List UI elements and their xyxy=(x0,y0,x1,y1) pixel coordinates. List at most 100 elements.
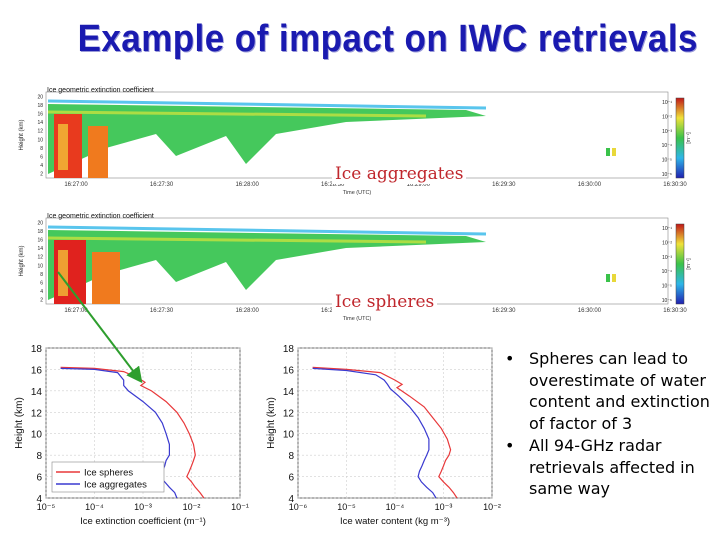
iwc-profile-chart: 4 6 8 10 12 14 16 18 10⁻⁶ 10⁻⁵ 10⁻⁴ 10⁻³ 10⁻² Height … xyxy=(266,344,501,527)
legend-label: Ice aggregates xyxy=(84,480,147,491)
slide-title: Example of impact on IWC retrievals xyxy=(77,18,698,60)
colorbar-tick-label: 10⁻¹ xyxy=(662,226,672,232)
x-tick-label: 10⁻³ xyxy=(435,502,453,512)
colorbar-tick-label: 10⁻¹ xyxy=(662,100,672,106)
y-tick-label: 18 xyxy=(283,344,295,355)
height-tick-label: 8 xyxy=(40,272,43,278)
height-tick-label: 6 xyxy=(40,281,43,287)
height-tick-label: 4 xyxy=(40,163,43,169)
y-axis-label: Height (km) xyxy=(19,119,25,150)
height-tick-label: 6 xyxy=(40,155,43,161)
cloud-cell xyxy=(612,274,616,282)
x-axis-label: Time (UTC) xyxy=(343,316,372,322)
y-tick-label: 10 xyxy=(31,430,43,441)
y-tick-label: 8 xyxy=(288,451,294,462)
extinction-panel-aggregates: 2 4 6 8 10 12 14 16 18 20 Height (km) 16:27:00 16:27… xyxy=(14,84,704,202)
y-tick-label: 8 xyxy=(36,451,42,462)
time-tick-label: 16:28:00 xyxy=(235,182,259,188)
legend-box xyxy=(51,461,165,493)
y-axis-label: Height (km) xyxy=(266,397,277,449)
cloud-layer xyxy=(48,230,486,300)
height-tick-label: 4 xyxy=(40,289,43,295)
legend-label: Ice spheres xyxy=(84,468,133,479)
colorbar-tick-label: 10⁻⁶ xyxy=(662,298,672,304)
y-tick-label: 16 xyxy=(283,365,295,376)
height-tick-label: 10 xyxy=(37,263,43,269)
time-tick-label: 16:30:30 xyxy=(663,182,687,188)
cloud-core xyxy=(47,110,427,118)
colorbar-tick-label: 10⁻² xyxy=(662,240,672,246)
colorbar-tick-label: 10⁻⁴ xyxy=(662,269,672,275)
cloud-layer xyxy=(48,104,486,174)
time-tick-label: 16:29:30 xyxy=(492,308,516,314)
x-tick-label: 10⁻⁴ xyxy=(386,502,405,512)
precip-core xyxy=(58,250,68,296)
height-tick-label: 16 xyxy=(37,112,43,118)
time-tick-label: 16:28:00 xyxy=(235,308,259,314)
bullet-dot-icon: • xyxy=(505,349,515,368)
x-axis-label: Time (UTC) xyxy=(343,190,372,196)
x-tick-label: 10⁻³ xyxy=(134,502,152,512)
colorbar-tick-label: 10⁻⁵ xyxy=(662,158,672,164)
y-tick-label: 4 xyxy=(36,494,42,505)
y-tick-label: 14 xyxy=(283,387,295,398)
colorbar-tick-label: 10⁻⁶ xyxy=(662,172,672,178)
panel-caption: Ice geometric extinction coefficient xyxy=(47,213,154,220)
time-tick-label: 16:29:00 xyxy=(407,182,431,188)
y-tick-label: 10 xyxy=(283,430,295,441)
cloud-cell xyxy=(612,148,616,156)
y-tick-label: 16 xyxy=(31,365,43,376)
time-tick-label: 16:27:00 xyxy=(64,182,88,188)
height-tick-label: 2 xyxy=(40,298,43,304)
y-tick-label: 12 xyxy=(31,408,43,419)
bullet-item: • All 94-GHz radar retrievals affected in… xyxy=(505,435,715,500)
precip-column xyxy=(92,252,120,304)
colorbar-tick-label: 10⁻³ xyxy=(662,129,672,135)
x-tick-label: 10⁻⁶ xyxy=(289,502,308,512)
bullet-text: All 94-GHz radar retrievals affected in … xyxy=(529,436,695,498)
height-tick-label: 10 xyxy=(37,137,43,143)
colorbar-unit: [m⁻¹] xyxy=(686,132,692,144)
bullet-dot-icon: • xyxy=(505,436,515,455)
height-tick-label: 20 xyxy=(37,94,43,100)
y-tick-label: 6 xyxy=(36,473,42,484)
height-tick-label: 14 xyxy=(37,246,43,252)
y-tick-label: 18 xyxy=(31,344,43,355)
cloud-top-edge xyxy=(47,99,487,110)
plot-frame xyxy=(297,347,493,499)
colorbar xyxy=(675,97,685,179)
cloud-cell xyxy=(606,148,610,156)
height-tick-label: 12 xyxy=(37,255,43,261)
bullet-item: • Spheres can lead to overestimate of wat… xyxy=(505,348,715,434)
height-tick-label: 18 xyxy=(37,103,43,109)
height-tick-label: 16 xyxy=(37,238,43,244)
time-tick-label: 16:28:30 xyxy=(321,182,345,188)
precip-core xyxy=(58,124,68,170)
series-line xyxy=(312,366,458,499)
colorbar-tick-label: 10⁻² xyxy=(662,114,672,120)
colorbar-tick-label: 10⁻⁵ xyxy=(662,284,672,290)
x-axis-label: Ice water content (kg m⁻³) xyxy=(340,516,450,527)
y-axis-label: Height (km) xyxy=(19,245,25,276)
time-tick-label: 16:29:30 xyxy=(492,182,516,188)
time-tick-label: 16:30:30 xyxy=(663,308,687,314)
colorbar xyxy=(675,223,685,305)
extinction-panel-spheres: 2 4 6 8 10 12 14 16 18 20 Height (km) 16:27:00 16:27… xyxy=(14,210,704,328)
x-tick-label: 10⁻⁵ xyxy=(37,502,56,512)
series-line xyxy=(312,367,437,499)
y-tick-label: 14 xyxy=(31,387,43,398)
x-tick-label: 10⁻⁵ xyxy=(337,502,356,512)
height-tick-label: 14 xyxy=(37,120,43,126)
time-tick-label: 16:27:30 xyxy=(150,308,174,314)
bullet-text: Spheres can lead to overestimate of wate… xyxy=(529,349,710,433)
curtain-plot-spheres: 2 4 6 8 10 12 14 16 18 20 Height (km) 16:27:00 16:27… xyxy=(19,217,692,322)
curtain-plot-aggregates: 2 4 6 8 10 12 14 16 18 20 Height (km) 16:27:00 16:27… xyxy=(19,91,692,196)
height-tick-label: 8 xyxy=(40,146,43,152)
time-tick-label: 16:27:00 xyxy=(64,308,88,314)
y-axis-label: Height (km) xyxy=(14,397,25,449)
panel-caption: Ice geometric extinction coefficient xyxy=(47,87,154,94)
extinction-profile-chart: 4 6 8 10 12 14 16 18 10⁻⁵ 10⁻⁴ 10⁻³ 10⁻² 10⁻¹ Height … xyxy=(14,344,249,527)
bullet-list: • Spheres can lead to overestimate of wat… xyxy=(505,348,715,501)
height-tick-label: 20 xyxy=(37,220,43,226)
x-tick-label: 10⁻² xyxy=(183,502,201,512)
